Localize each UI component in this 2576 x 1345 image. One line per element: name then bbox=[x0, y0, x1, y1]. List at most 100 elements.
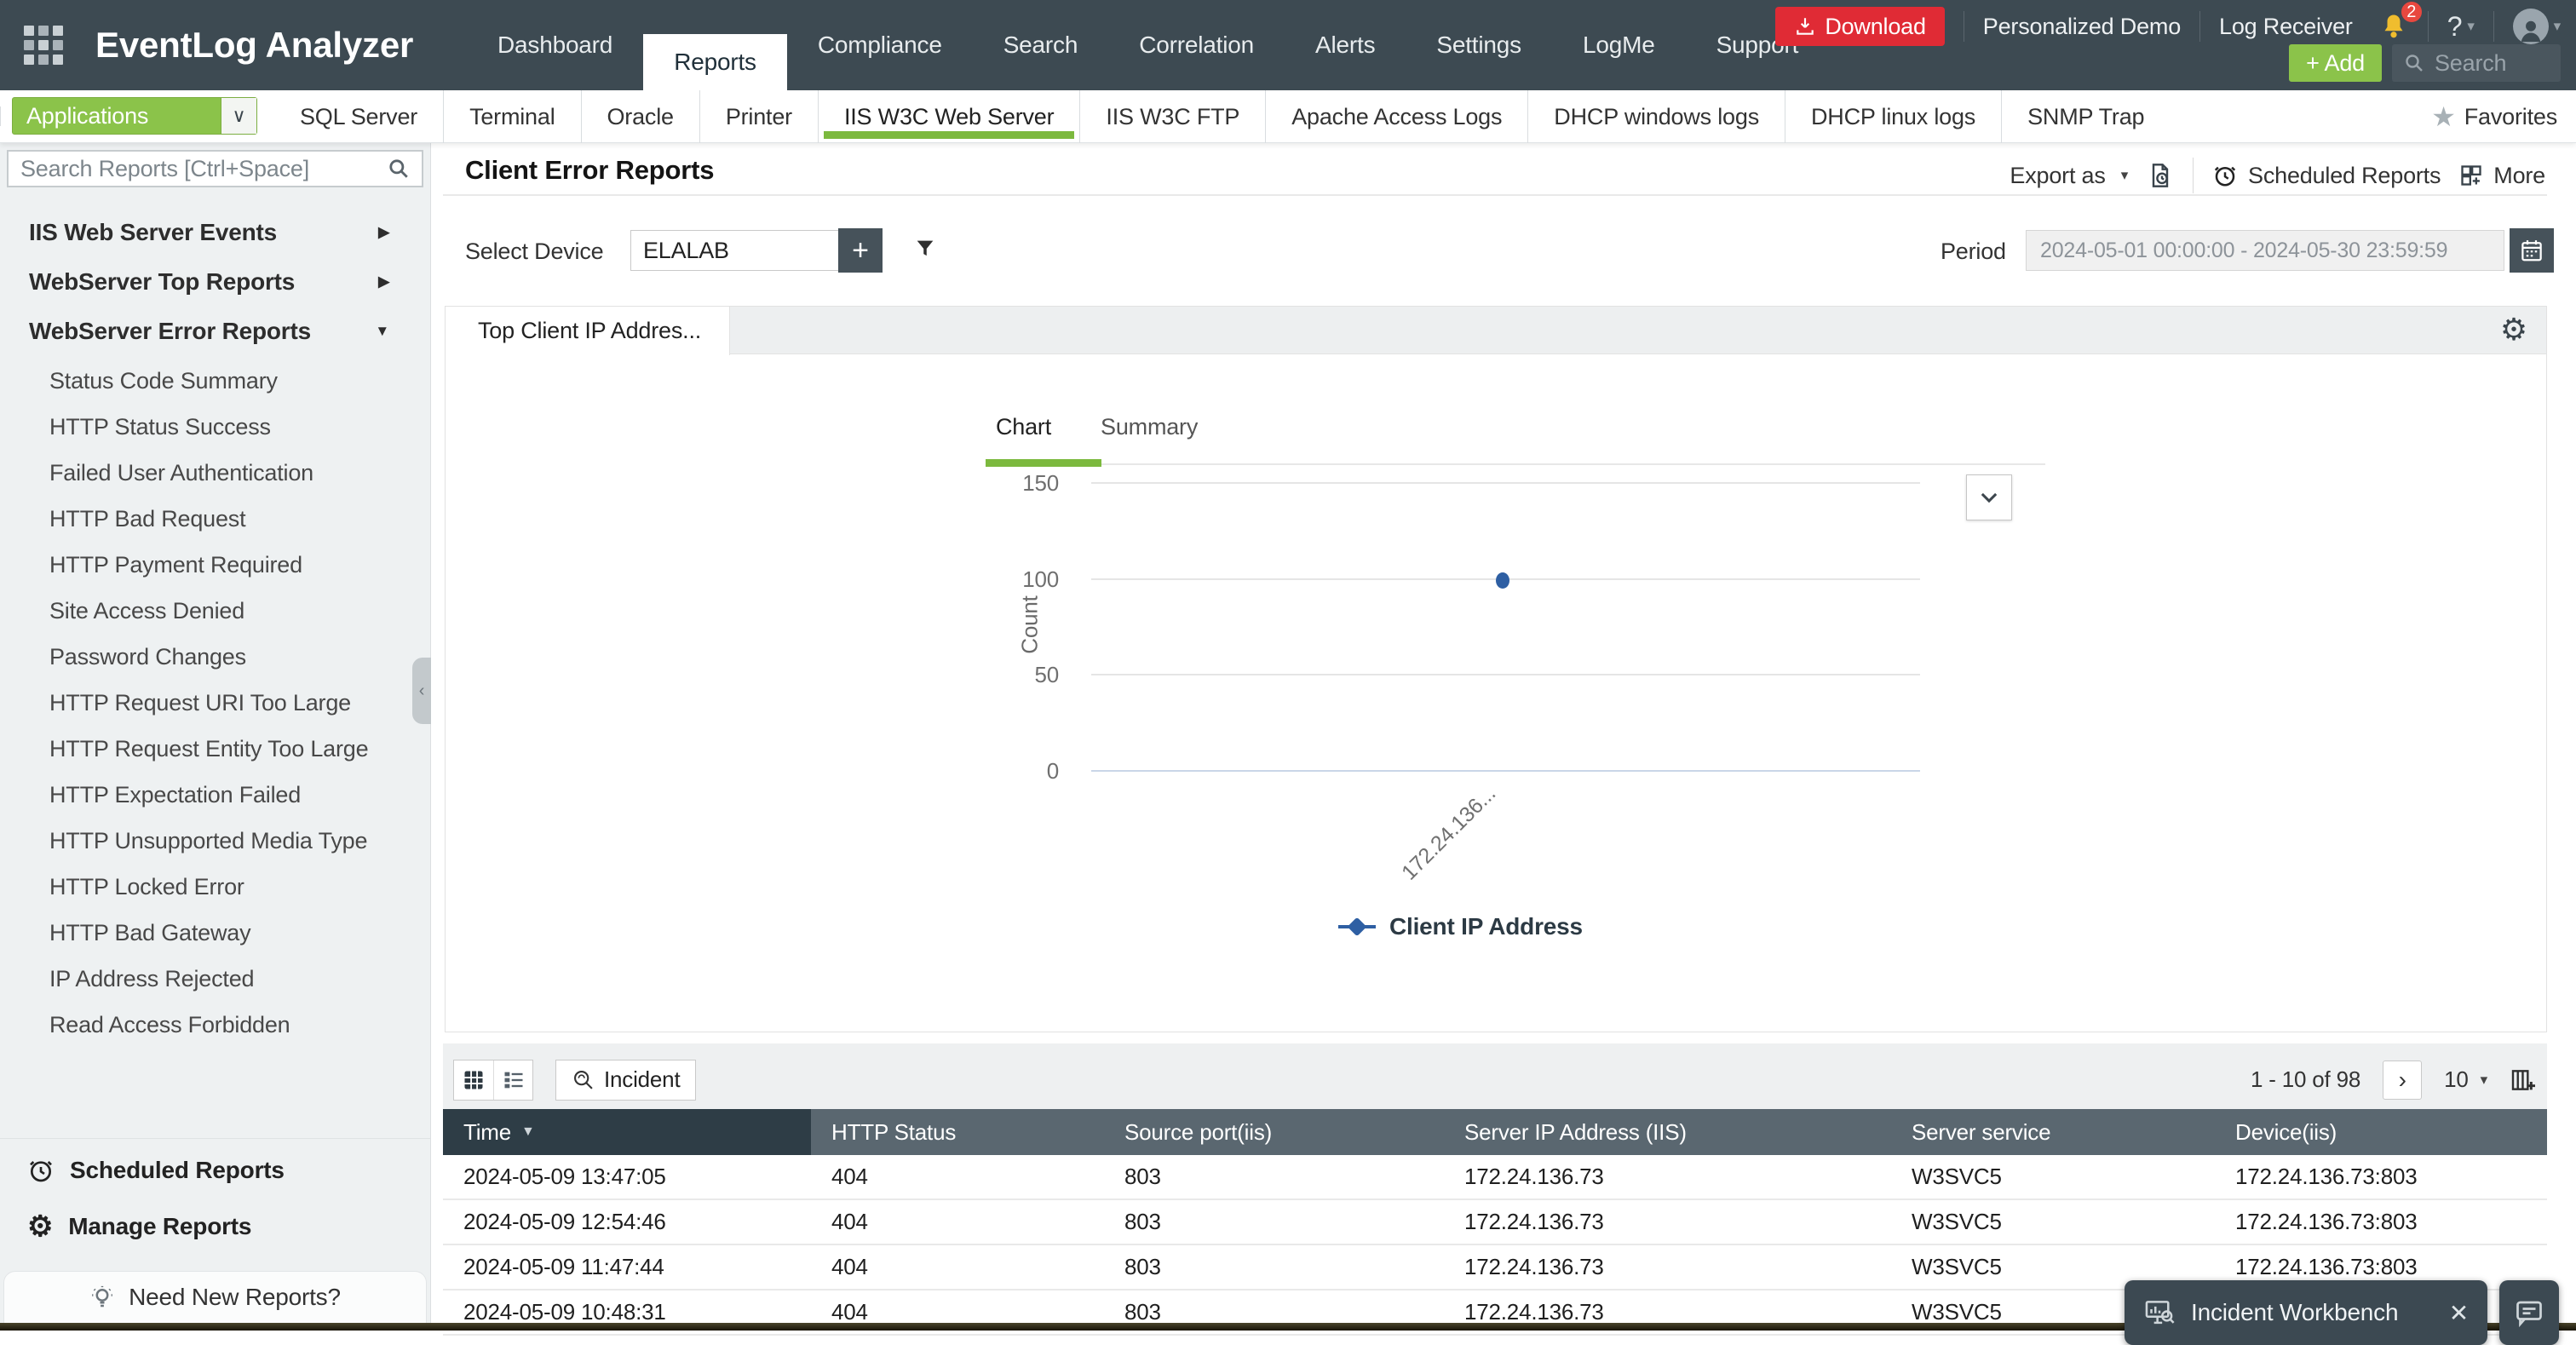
column-header-source-port[interactable]: Source port(iis) bbox=[1104, 1109, 1444, 1155]
column-header-device[interactable]: Device(iis) bbox=[2215, 1109, 2547, 1155]
help-menu[interactable]: ? ▾ bbox=[2447, 11, 2475, 43]
user-menu[interactable]: ▾ bbox=[2513, 9, 2561, 44]
next-page-button[interactable]: › bbox=[2383, 1060, 2422, 1100]
table-view-button[interactable] bbox=[454, 1060, 493, 1100]
report-list-item[interactable]: HTTP Request URI Too Large bbox=[0, 680, 430, 726]
notifications-bell[interactable]: 2 bbox=[2378, 11, 2409, 42]
app-tab[interactable]: DHCP linux logs bbox=[1785, 90, 2001, 143]
incident-workbench-popup[interactable]: Incident Workbench ✕ bbox=[2125, 1280, 2487, 1345]
tab-summary[interactable]: Summary bbox=[1101, 414, 1198, 440]
download-button[interactable]: Download bbox=[1775, 7, 1944, 46]
app-tab[interactable]: Printer bbox=[699, 90, 818, 143]
need-new-reports-button[interactable]: Need New Reports? bbox=[3, 1271, 427, 1324]
app-tab[interactable]: SNMP Trap bbox=[2001, 90, 2170, 143]
export-as-dropdown[interactable]: Export as ▾ bbox=[2010, 163, 2128, 189]
report-list-item[interactable]: HTTP Unsupported Media Type bbox=[0, 818, 430, 864]
list-view-button[interactable] bbox=[493, 1060, 532, 1100]
export-schedule-icon[interactable] bbox=[2147, 162, 2174, 189]
column-header-server-ip[interactable]: Server IP Address (IIS) bbox=[1444, 1109, 1891, 1155]
app-grid-icon[interactable] bbox=[24, 26, 66, 66]
workbench-label: Incident Workbench bbox=[2191, 1299, 2398, 1326]
report-list-item[interactable]: Status Code Summary bbox=[0, 358, 430, 404]
report-widget-panel: Top Client IP Addres... ⚙ Chart Summary … bbox=[445, 306, 2547, 1032]
close-icon[interactable]: ✕ bbox=[2449, 1299, 2469, 1327]
gear-icon: ⚙ bbox=[27, 1213, 53, 1240]
nav-reports[interactable]: Reports bbox=[643, 34, 787, 90]
add-search-cluster: + Add Search bbox=[2289, 44, 2561, 82]
filter-funnel-icon[interactable] bbox=[913, 237, 937, 261]
app-tab[interactable]: Apache Access Logs bbox=[1265, 90, 1527, 143]
report-list-item[interactable]: HTTP Bad Request bbox=[0, 496, 430, 542]
nav-dashboard[interactable]: Dashboard bbox=[467, 0, 643, 90]
period-input[interactable]: 2024-05-01 00:00:00 - 2024-05-30 23:59:5… bbox=[2026, 230, 2504, 271]
widget-settings-gear-icon[interactable]: ⚙ bbox=[2500, 312, 2527, 348]
table-row[interactable]: 2024-05-09 12:54:46 404 803 172.24.136.7… bbox=[443, 1200, 2547, 1245]
column-header-server-service[interactable]: Server service bbox=[1891, 1109, 2215, 1155]
column-header-http-status[interactable]: HTTP Status bbox=[811, 1109, 1104, 1155]
divider bbox=[443, 194, 2547, 196]
report-search-input[interactable]: Search Reports [Ctrl+Space] bbox=[7, 150, 423, 187]
app-tab[interactable]: Terminal bbox=[443, 90, 580, 143]
group-webserver-error-reports[interactable]: WebServer Error Reports ▼ bbox=[0, 307, 430, 356]
column-label: Server service bbox=[1912, 1119, 2050, 1146]
sidebar-manage-reports[interactable]: ⚙ Manage Reports bbox=[0, 1203, 430, 1250]
page-size-dropdown[interactable]: 10 ▾ bbox=[2444, 1066, 2487, 1093]
log-receiver-link[interactable]: Log Receiver bbox=[2219, 14, 2353, 40]
global-search-input[interactable]: Search bbox=[2392, 44, 2561, 82]
column-header-time[interactable]: Time ▼ bbox=[443, 1109, 811, 1155]
report-list-item[interactable]: HTTP Status Success bbox=[0, 404, 430, 450]
app-logo[interactable]: EventLog Analyzer bbox=[95, 0, 469, 90]
nav-correlation[interactable]: Correlation bbox=[1108, 0, 1285, 90]
chart-options-button[interactable] bbox=[1966, 474, 2012, 520]
nav-alerts[interactable]: Alerts bbox=[1285, 0, 1406, 90]
report-list-item[interactable]: HTTP Payment Required bbox=[0, 542, 430, 588]
widget-tab-top-client-ip[interactable]: Top Client IP Addres... bbox=[446, 307, 730, 355]
personalized-demo-link[interactable]: Personalized Demo bbox=[1983, 14, 2181, 40]
table-row[interactable]: 2024-05-09 13:47:05 404 803 172.24.136.7… bbox=[443, 1155, 2547, 1200]
nav-settings[interactable]: Settings bbox=[1406, 0, 1552, 90]
group-iis-web-server-events[interactable]: IIS Web Server Events ▶ bbox=[0, 208, 430, 257]
nav-search[interactable]: Search bbox=[973, 0, 1109, 90]
report-list-item[interactable]: HTTP Locked Error bbox=[0, 864, 430, 910]
sidebar-collapse-handle[interactable]: ‹ bbox=[412, 658, 431, 724]
alarm-clock-icon bbox=[2212, 163, 2238, 188]
scheduled-reports-label: Scheduled Reports bbox=[2248, 163, 2441, 189]
add-button[interactable]: + Add bbox=[2289, 44, 2382, 82]
report-list-item[interactable]: HTTP Expectation Failed bbox=[0, 772, 430, 818]
report-list-item[interactable]: Password Changes bbox=[0, 634, 430, 680]
more-label: More bbox=[2493, 163, 2545, 189]
more-button[interactable]: More bbox=[2459, 163, 2545, 189]
chart-legend[interactable]: Client IP Address bbox=[1338, 913, 1583, 940]
report-list-item[interactable]: Site Access Denied bbox=[0, 588, 430, 634]
sidebar-scheduled-reports[interactable]: Scheduled Reports bbox=[0, 1147, 430, 1194]
incident-button[interactable]: Incident bbox=[555, 1060, 696, 1101]
gridline-50 bbox=[1091, 674, 1920, 675]
report-list-item[interactable]: IP Address Rejected bbox=[0, 956, 430, 1002]
add-device-button[interactable]: + bbox=[838, 228, 883, 273]
calendar-button[interactable] bbox=[2510, 228, 2554, 273]
report-list-item[interactable]: HTTP Bad Gateway bbox=[0, 910, 430, 956]
nav-logme[interactable]: LogMe bbox=[1552, 0, 1686, 90]
nav-compliance[interactable]: Compliance bbox=[787, 0, 973, 90]
chat-button[interactable] bbox=[2499, 1280, 2559, 1345]
app-tab[interactable]: Oracle bbox=[581, 90, 699, 143]
group-webserver-top-reports[interactable]: WebServer Top Reports ▶ bbox=[0, 257, 430, 307]
app-tab[interactable]: IIS W3C Web Server bbox=[818, 90, 1079, 143]
report-list-item[interactable]: Read Access Forbidden bbox=[0, 1002, 430, 1048]
app-tab[interactable]: DHCP windows logs bbox=[1527, 90, 1785, 143]
tab-chart[interactable]: Chart bbox=[996, 414, 1051, 440]
period-label: Period bbox=[1941, 239, 2006, 265]
app-tab[interactable]: SQL Server bbox=[274, 90, 443, 143]
applications-selector[interactable]: Applications ∨ bbox=[12, 97, 257, 135]
app-tab[interactable]: IIS W3C FTP bbox=[1079, 90, 1265, 143]
scatter-data-point[interactable] bbox=[1496, 572, 1509, 589]
manage-reports-label: Manage Reports bbox=[68, 1213, 251, 1240]
column-label: Device(iis) bbox=[2235, 1119, 2337, 1146]
favorites-button[interactable]: ★ Favorites bbox=[2431, 90, 2557, 143]
scheduled-reports-button[interactable]: Scheduled Reports bbox=[2212, 163, 2441, 189]
report-list-item[interactable]: HTTP Request Entity Too Large bbox=[0, 726, 430, 772]
chart-view-tabs: Chart Summary bbox=[996, 414, 1198, 440]
column-settings-icon[interactable] bbox=[2510, 1066, 2537, 1094]
report-list-item[interactable]: Failed User Authentication bbox=[0, 450, 430, 496]
